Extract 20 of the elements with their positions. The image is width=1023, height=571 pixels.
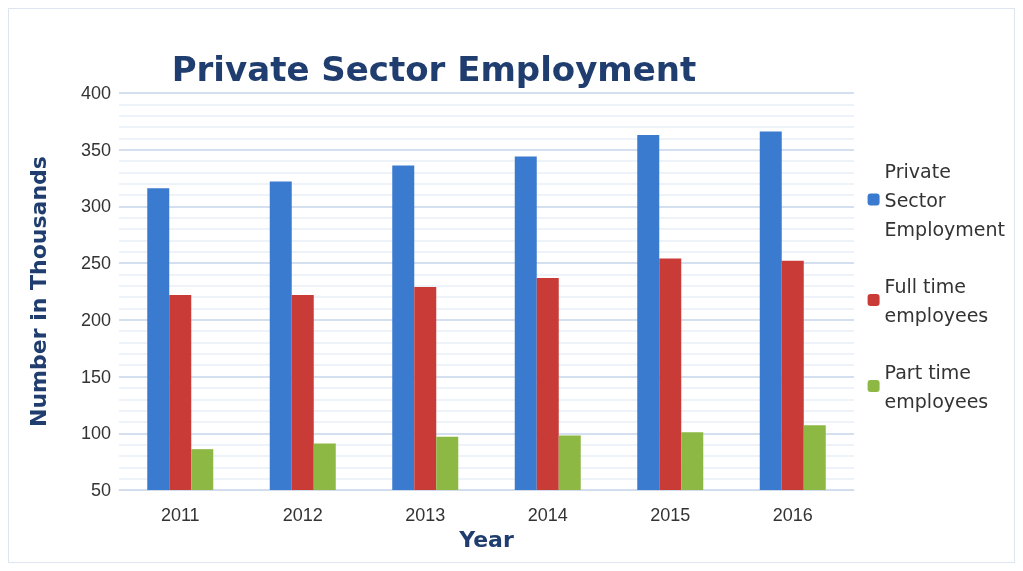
legend-label: Part time employees	[884, 360, 989, 412]
y-tick-label: 100	[80, 423, 111, 444]
y-tick-label: 50	[90, 480, 111, 500]
y-tick-label: 400	[80, 83, 111, 103]
x-tick-label: 2012	[282, 505, 323, 525]
legend-label: Private Sector Employment	[884, 159, 1006, 240]
x-tick-label: 2016	[772, 505, 813, 525]
y-tick-label: 150	[80, 366, 111, 387]
y-axis-title: Number in Thousands	[25, 156, 51, 427]
y-tick-label: 250	[80, 253, 111, 274]
legend-label: Full time employees	[884, 274, 989, 326]
x-axis-title: Year	[458, 527, 514, 553]
x-tick-label: 2011	[160, 505, 200, 525]
y-tick-label: 350	[80, 139, 111, 160]
y-tick-label: 300	[80, 196, 111, 217]
x-tick-label: 2013	[405, 505, 446, 525]
x-tick-label: 2015	[650, 505, 691, 525]
x-tick-label: 2014	[527, 505, 568, 525]
y-tick-label: 200	[80, 309, 111, 330]
chart-title: Private Sector Employment	[171, 49, 697, 89]
